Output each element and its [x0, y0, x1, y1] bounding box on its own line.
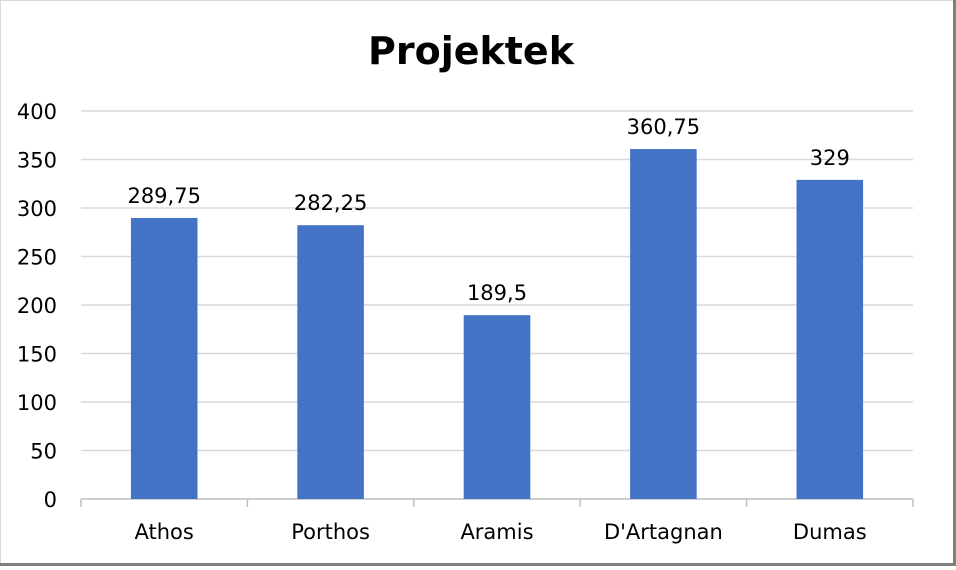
- data-label: 289,75: [127, 184, 200, 208]
- y-tick-label: 0: [44, 488, 57, 512]
- x-tick-label: D'Artagnan: [604, 520, 723, 544]
- y-tick-label: 100: [17, 391, 57, 415]
- bar: [797, 180, 864, 499]
- bar: [630, 149, 697, 499]
- x-tick-label: Athos: [135, 520, 194, 544]
- y-tick-label: 350: [17, 149, 57, 173]
- data-label: 329: [810, 146, 850, 170]
- y-tick-labels: 0 50 100 150 200 250 300 350 400: [17, 100, 57, 512]
- x-tick-label: Dumas: [793, 520, 867, 544]
- axes: [81, 499, 913, 507]
- data-label: 189,5: [467, 281, 527, 305]
- y-tick-label: 150: [17, 343, 57, 367]
- y-tick-label: 300: [17, 197, 57, 221]
- x-tick-label: Aramis: [460, 520, 533, 544]
- bar: [464, 315, 531, 499]
- y-tick-label: 200: [17, 294, 57, 318]
- y-tick-label: 50: [30, 440, 57, 464]
- x-tick-labels: Athos Porthos Aramis D'Artagnan Dumas: [135, 520, 867, 544]
- y-tick-label: 400: [17, 100, 57, 124]
- data-label: 282,25: [294, 191, 367, 215]
- bar: [131, 218, 198, 499]
- x-tick-label: Porthos: [291, 520, 370, 544]
- y-tick-label: 250: [17, 246, 57, 270]
- bar: [297, 225, 364, 499]
- data-labels: 289,75 282,25 189,5 360,75 329: [127, 115, 849, 305]
- data-label: 360,75: [627, 115, 700, 139]
- chart-title: Projektek: [368, 29, 575, 73]
- bars: [131, 149, 863, 499]
